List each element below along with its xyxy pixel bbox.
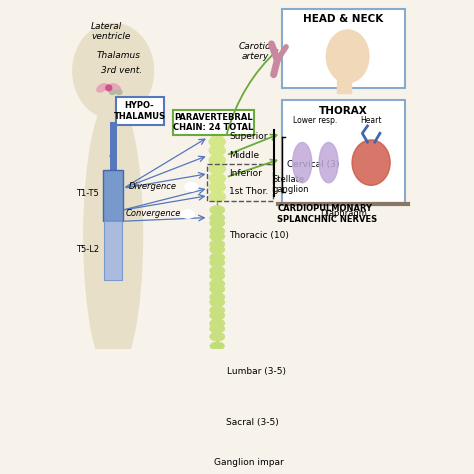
Bar — [104, 221, 122, 280]
Ellipse shape — [210, 401, 224, 409]
Ellipse shape — [109, 90, 115, 94]
Text: Divergence: Divergence — [129, 182, 177, 191]
Ellipse shape — [212, 449, 222, 455]
Text: Heart: Heart — [360, 116, 382, 125]
Text: 3rd vent.: 3rd vent. — [101, 66, 143, 75]
Text: CARDIOPULMONARY
SPLANCHNIC NERVES: CARDIOPULMONARY SPLANCHNIC NERVES — [277, 204, 377, 224]
Ellipse shape — [210, 253, 225, 262]
Text: Cervical (3): Cervical (3) — [287, 160, 339, 169]
Ellipse shape — [209, 182, 225, 192]
Ellipse shape — [210, 389, 224, 397]
Ellipse shape — [210, 280, 225, 288]
Ellipse shape — [210, 245, 225, 254]
Text: Carotid
artery: Carotid artery — [239, 42, 272, 61]
Bar — [207, 164, 273, 201]
Ellipse shape — [210, 384, 224, 392]
Text: Thalamus: Thalamus — [96, 51, 140, 60]
Ellipse shape — [352, 140, 390, 185]
Ellipse shape — [209, 155, 225, 165]
Ellipse shape — [209, 164, 225, 174]
Ellipse shape — [210, 266, 225, 275]
Ellipse shape — [210, 219, 225, 228]
Text: Inferior: Inferior — [229, 169, 262, 178]
Text: Stellate
ganglion: Stellate ganglion — [273, 175, 310, 194]
Ellipse shape — [210, 365, 224, 373]
Bar — [173, 110, 254, 135]
Ellipse shape — [84, 97, 143, 375]
Ellipse shape — [209, 145, 225, 155]
Ellipse shape — [210, 408, 224, 415]
Text: Thoracic (10): Thoracic (10) — [229, 231, 289, 240]
Text: T5-L2: T5-L2 — [76, 245, 100, 254]
Ellipse shape — [210, 342, 224, 350]
Text: HYPO-
THALAMUS: HYPO- THALAMUS — [114, 100, 165, 121]
Ellipse shape — [73, 23, 154, 118]
Ellipse shape — [210, 373, 224, 380]
Ellipse shape — [210, 422, 224, 429]
Ellipse shape — [181, 210, 194, 219]
Text: Lower resp.: Lower resp. — [293, 116, 337, 125]
Ellipse shape — [209, 127, 225, 137]
Ellipse shape — [319, 143, 338, 183]
Ellipse shape — [210, 361, 224, 369]
Ellipse shape — [210, 206, 225, 214]
Ellipse shape — [212, 444, 222, 449]
Bar — [282, 9, 405, 88]
Ellipse shape — [210, 258, 225, 267]
Bar — [103, 170, 123, 221]
Ellipse shape — [210, 293, 225, 301]
Ellipse shape — [293, 143, 312, 183]
Text: Middle: Middle — [229, 151, 259, 160]
Text: Lateral
ventricle: Lateral ventricle — [91, 22, 130, 41]
Ellipse shape — [210, 214, 225, 222]
Ellipse shape — [210, 272, 225, 280]
Bar — [282, 100, 405, 203]
Circle shape — [106, 85, 112, 91]
Ellipse shape — [209, 173, 225, 184]
Ellipse shape — [210, 412, 224, 419]
Ellipse shape — [210, 240, 225, 248]
Ellipse shape — [210, 332, 225, 341]
Ellipse shape — [210, 298, 225, 307]
Ellipse shape — [210, 324, 225, 333]
Bar — [337, 75, 351, 93]
Ellipse shape — [210, 418, 224, 425]
Ellipse shape — [110, 84, 121, 92]
Text: T1-T5: T1-T5 — [76, 189, 99, 198]
Ellipse shape — [97, 84, 108, 92]
Text: Diaphragm: Diaphragm — [320, 209, 367, 218]
Text: Sacral (3-5): Sacral (3-5) — [226, 418, 279, 427]
Ellipse shape — [210, 428, 224, 435]
Ellipse shape — [210, 354, 224, 362]
Text: Ganglion impar: Ganglion impar — [214, 458, 284, 467]
Ellipse shape — [210, 438, 224, 445]
Text: HEAD & NECK: HEAD & NECK — [303, 14, 383, 24]
Ellipse shape — [210, 306, 225, 315]
Ellipse shape — [210, 396, 224, 404]
Ellipse shape — [210, 311, 225, 320]
Ellipse shape — [210, 319, 225, 328]
Ellipse shape — [327, 30, 369, 83]
Ellipse shape — [209, 137, 225, 147]
Ellipse shape — [210, 432, 224, 439]
Text: THORAX: THORAX — [319, 106, 368, 116]
Ellipse shape — [210, 377, 224, 385]
Text: Convergence: Convergence — [126, 210, 181, 219]
Ellipse shape — [210, 349, 224, 357]
Text: 1st Thor.: 1st Thor. — [229, 187, 268, 196]
Bar — [116, 97, 164, 125]
Ellipse shape — [209, 191, 225, 202]
Text: PARAVERTEBRAL
CHAIN: 24 TOTAL: PARAVERTEBRAL CHAIN: 24 TOTAL — [173, 113, 254, 132]
Ellipse shape — [185, 182, 198, 191]
Text: Superior: Superior — [229, 132, 267, 141]
Ellipse shape — [116, 90, 122, 94]
Ellipse shape — [210, 227, 225, 236]
Ellipse shape — [210, 232, 225, 241]
Ellipse shape — [210, 285, 225, 293]
Text: Lumbar (3-5): Lumbar (3-5) — [228, 367, 286, 376]
